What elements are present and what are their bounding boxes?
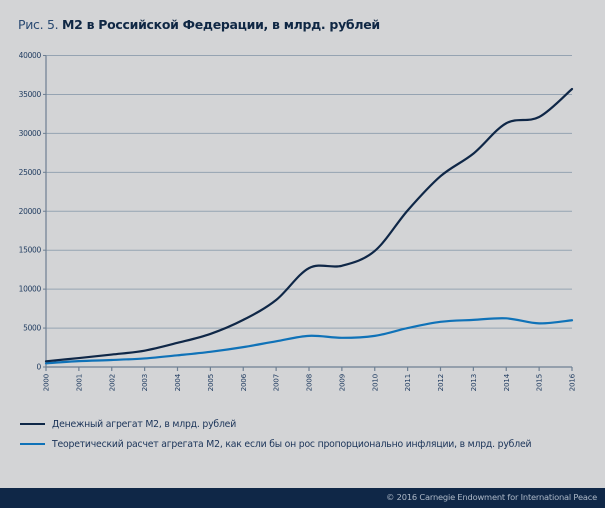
footer-bar: © 2016 Carnegie Endowment for Internatio… <box>0 488 605 508</box>
legend-item-theoretical: Теоретический расчет агрегата М2, как ес… <box>20 438 532 450</box>
legend-swatch-m2 <box>20 423 45 425</box>
figure-title: М2 в Российской Федерации, в млрд. рубле… <box>62 17 380 32</box>
x-tick-label: 2014 <box>502 373 511 391</box>
legend-label-m2: Денежный агрегат М2, в млрд. рублей <box>52 418 237 430</box>
x-tick-label: 2011 <box>403 374 412 391</box>
x-tick-label: 2006 <box>239 373 248 391</box>
chart-title: Рис. 5. М2 в Российской Федерации, в млр… <box>18 17 380 32</box>
x-tick-label: 2003 <box>140 373 149 391</box>
gridlines <box>46 55 572 329</box>
legend-label-theoretical: Теоретический расчет агрегата М2, как ес… <box>52 438 532 450</box>
line-chart: 0 5000 10000 15000 20000 25000 30000 35000 40000… <box>19 51 577 391</box>
x-tick-label: 2007 <box>272 373 281 391</box>
figure-number: Рис. 5. <box>18 17 59 32</box>
x-tick-label: 2002 <box>107 374 116 391</box>
y-tick-label: 10000 <box>19 285 42 294</box>
y-tick-label: 25000 <box>19 168 42 177</box>
series-line-m2 <box>44 87 574 363</box>
x-tick-label: 2004 <box>173 373 182 391</box>
x-tick-label: 2008 <box>305 373 314 391</box>
legend-item-m2: Денежный агрегат М2, в млрд. рублей <box>20 418 531 430</box>
series-lines <box>44 87 574 365</box>
y-tick-label: 35000 <box>19 90 42 99</box>
x-tick-label: 2005 <box>206 374 215 391</box>
x-tick-label: 2013 <box>469 373 478 391</box>
x-tick-label: 2012 <box>436 374 445 391</box>
x-tick-label: 2010 <box>370 373 379 391</box>
copyright-text: © 2016 Carnegie Endowment for Internatio… <box>386 492 597 502</box>
x-axis-ticks: 2000 2001 2002 2003 2004 2005 2006 2007 2008 2009… <box>42 367 577 391</box>
y-axis-ticks: 0 5000 10000 15000 20000 25000 30000 35000 40000 <box>19 51 46 372</box>
y-tick-label: 20000 <box>19 207 42 216</box>
legend: Денежный агрегат М2, в млрд. рублей Теор… <box>20 418 532 458</box>
y-tick-label: 30000 <box>19 129 42 138</box>
series-line-theoretical <box>44 317 574 365</box>
legend-swatch-theoretical <box>20 443 45 445</box>
x-tick-label: 2001 <box>74 374 83 391</box>
x-tick-label: 2016 <box>568 373 577 391</box>
y-tick-label: 5000 <box>23 324 41 333</box>
x-tick-label: 2009 <box>337 373 346 391</box>
y-tick-label: 15000 <box>19 246 42 255</box>
x-tick-label: 2015 <box>535 374 544 391</box>
y-tick-label: 40000 <box>19 51 42 60</box>
x-tick-label: 2000 <box>42 373 51 391</box>
y-tick-label: 0 <box>37 363 42 372</box>
